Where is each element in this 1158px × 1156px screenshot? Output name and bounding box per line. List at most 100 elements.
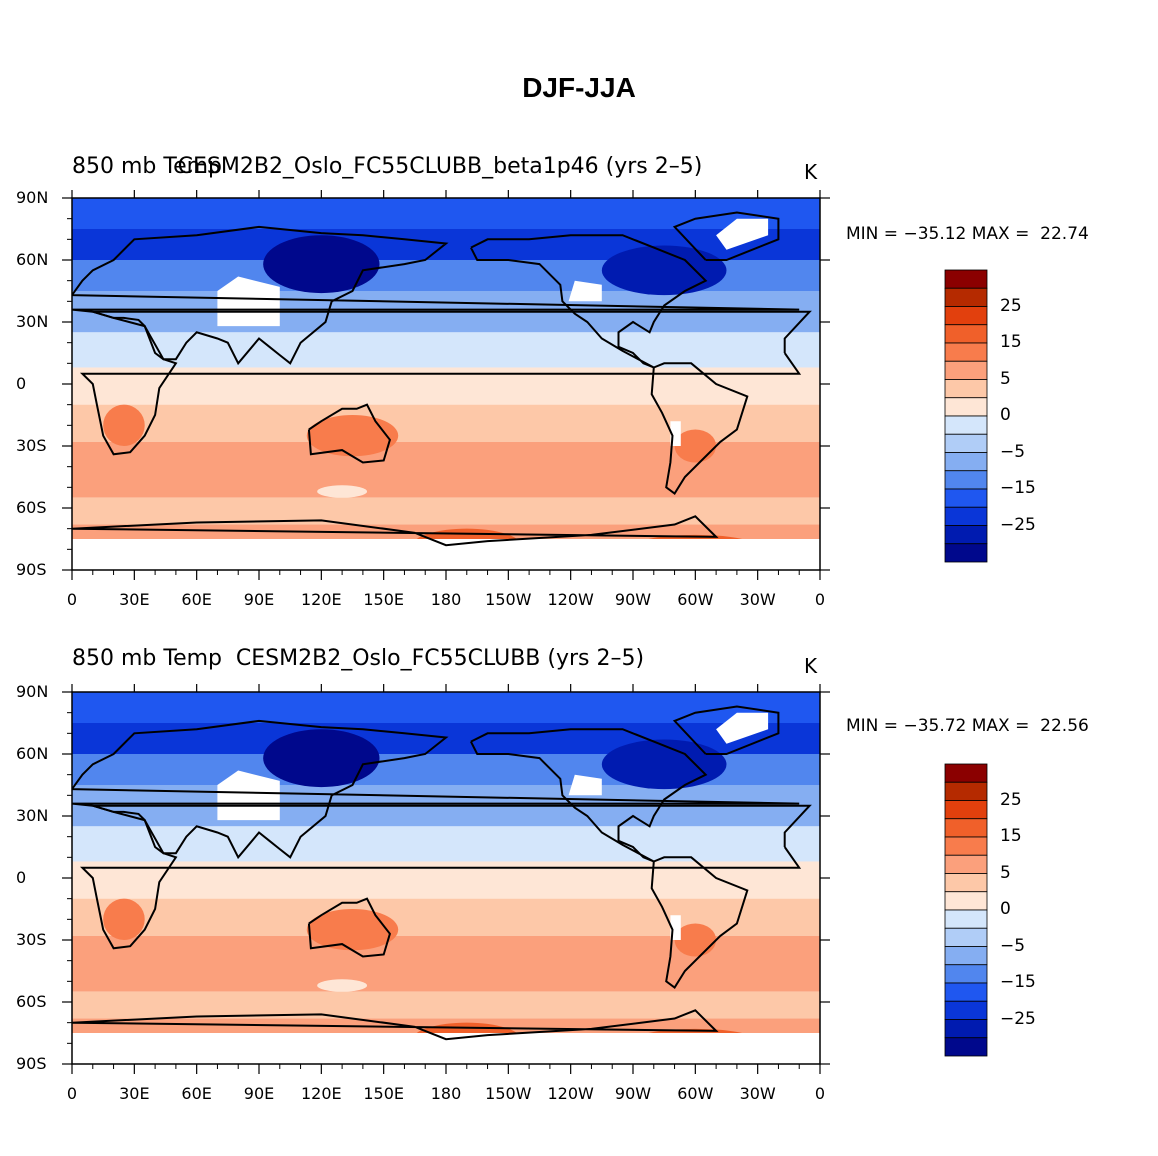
lon-tick-label: 150W xyxy=(485,1084,532,1103)
colorbar-swatch xyxy=(944,543,988,563)
colorbar-swatch xyxy=(944,379,988,399)
field-band-tropics-north xyxy=(72,332,820,368)
lon-tick-label: 60E xyxy=(181,1084,212,1103)
coastline xyxy=(650,362,749,495)
missing-data-region xyxy=(217,276,280,327)
colorbar-swatch xyxy=(944,360,988,380)
antarctica-mask xyxy=(72,539,820,570)
colorbar-label: −5 xyxy=(1000,441,1026,462)
lon-tick-label: 180 xyxy=(430,590,462,609)
panel-min-max: MIN = −35.12 MAX = 22.74 xyxy=(846,224,1089,244)
panel-units: K xyxy=(804,160,818,184)
colorbar-label: 15 xyxy=(1000,332,1022,352)
field-feature-1 xyxy=(601,739,727,790)
field-feature-4 xyxy=(674,923,717,957)
colorbar-swatch xyxy=(944,891,988,911)
colorbar-label: −25 xyxy=(1000,514,1036,535)
field-band-polar-north xyxy=(72,692,820,723)
lon-tick-label: 120W xyxy=(547,590,594,609)
colorbar-swatch xyxy=(944,854,988,874)
lat-tick-label: 30N xyxy=(16,312,49,331)
colorbar-swatch xyxy=(944,287,988,307)
map-field xyxy=(72,692,820,1064)
colorbar-label: −15 xyxy=(1000,478,1036,498)
missing-data-region xyxy=(568,774,602,796)
lon-tick-label: 90E xyxy=(243,1084,275,1103)
colorbar-swatch xyxy=(944,306,988,326)
colorbar-swatch xyxy=(944,433,988,453)
coastline xyxy=(79,804,812,950)
lat-tick-label: 60N xyxy=(16,250,49,269)
coastline xyxy=(672,211,780,261)
panel-left-title: 850 mb Temp xyxy=(72,154,223,179)
colorbar-label: 5 xyxy=(1000,368,1011,389)
lon-tick-label: 150W xyxy=(485,590,532,609)
field-feature-5 xyxy=(317,485,368,498)
colorbar-label: −5 xyxy=(1000,935,1026,956)
coastline xyxy=(79,310,812,456)
field-band-south-high xyxy=(72,991,820,1019)
colorbar-swatch xyxy=(944,415,988,435)
colorbar-swatch xyxy=(944,982,988,1002)
field-feature-0 xyxy=(263,235,380,294)
lon-tick-label: 0 xyxy=(66,590,78,609)
main-title: DJF-JJA xyxy=(522,72,636,103)
colorbar-label: 5 xyxy=(1000,862,1011,883)
lon-tick-label: 30E xyxy=(119,1084,150,1103)
field-feature-2 xyxy=(306,415,399,457)
missing-data-region xyxy=(568,280,602,302)
colorbar-swatch xyxy=(944,818,988,838)
colorbar-swatch xyxy=(944,397,988,417)
colorbar-swatch xyxy=(944,1037,988,1057)
lat-tick-label: 0 xyxy=(16,374,27,393)
lon-tick-label: 30E xyxy=(119,590,150,609)
colorbar-swatch xyxy=(944,800,988,820)
field-feature-4 xyxy=(674,429,717,463)
field-band-polar-north xyxy=(72,198,820,229)
panel-center-title: CESM2B2_Oslo_FC55CLUBB (yrs 2–5) xyxy=(235,646,645,671)
coastline xyxy=(650,856,749,989)
field-feature-1 xyxy=(601,245,727,296)
lon-tick-label: 90W xyxy=(614,1084,652,1103)
colorbar-swatch xyxy=(944,781,988,801)
field-band-south-high xyxy=(72,497,820,525)
lat-tick-label: 90N xyxy=(16,682,49,701)
colorbar-swatch xyxy=(944,836,988,856)
missing-data-region xyxy=(217,770,280,821)
lon-tick-label: 30W xyxy=(739,1084,776,1103)
missing-data-region xyxy=(716,712,769,744)
lon-tick-label: 120W xyxy=(547,1084,594,1103)
colorbar-swatch xyxy=(944,873,988,893)
colorbar-label: 0 xyxy=(1000,899,1011,919)
panel-units: K xyxy=(804,654,818,678)
colorbar-swatch xyxy=(944,506,988,526)
colorbar-swatch xyxy=(944,452,988,472)
coastline xyxy=(307,403,392,464)
lat-tick-label: 90N xyxy=(16,188,49,207)
temperature-map xyxy=(62,190,988,580)
lon-tick-label: 150E xyxy=(363,1084,404,1103)
lon-tick-label: 120E xyxy=(301,590,342,609)
colorbar-swatch xyxy=(944,488,988,508)
colorbar-swatch xyxy=(944,269,988,289)
coastline xyxy=(72,515,719,547)
colorbar-label: 0 xyxy=(1000,405,1011,425)
coastline xyxy=(72,1009,719,1041)
colorbar-swatch xyxy=(944,525,988,545)
panel-left-title: 850 mb Temp xyxy=(72,646,223,671)
colorbar-swatch xyxy=(944,946,988,966)
colorbar-label: 25 xyxy=(1000,295,1022,316)
panel-min-max: MIN = −35.72 MAX = 22.56 xyxy=(846,716,1089,736)
field-feature-5 xyxy=(317,979,368,992)
coastline xyxy=(307,897,392,958)
colorbar-swatch xyxy=(944,342,988,362)
lon-tick-label: 0 xyxy=(814,590,826,609)
lat-tick-label: 90S xyxy=(16,1054,47,1073)
colorbar-label: −15 xyxy=(1000,972,1036,992)
colorbar-swatch xyxy=(944,964,988,984)
colorbar-swatch xyxy=(944,763,988,783)
lat-tick-label: 0 xyxy=(16,868,27,887)
lat-tick-label: 60S xyxy=(16,498,47,517)
lon-tick-label: 90E xyxy=(243,590,275,609)
temperature-map xyxy=(62,684,988,1074)
